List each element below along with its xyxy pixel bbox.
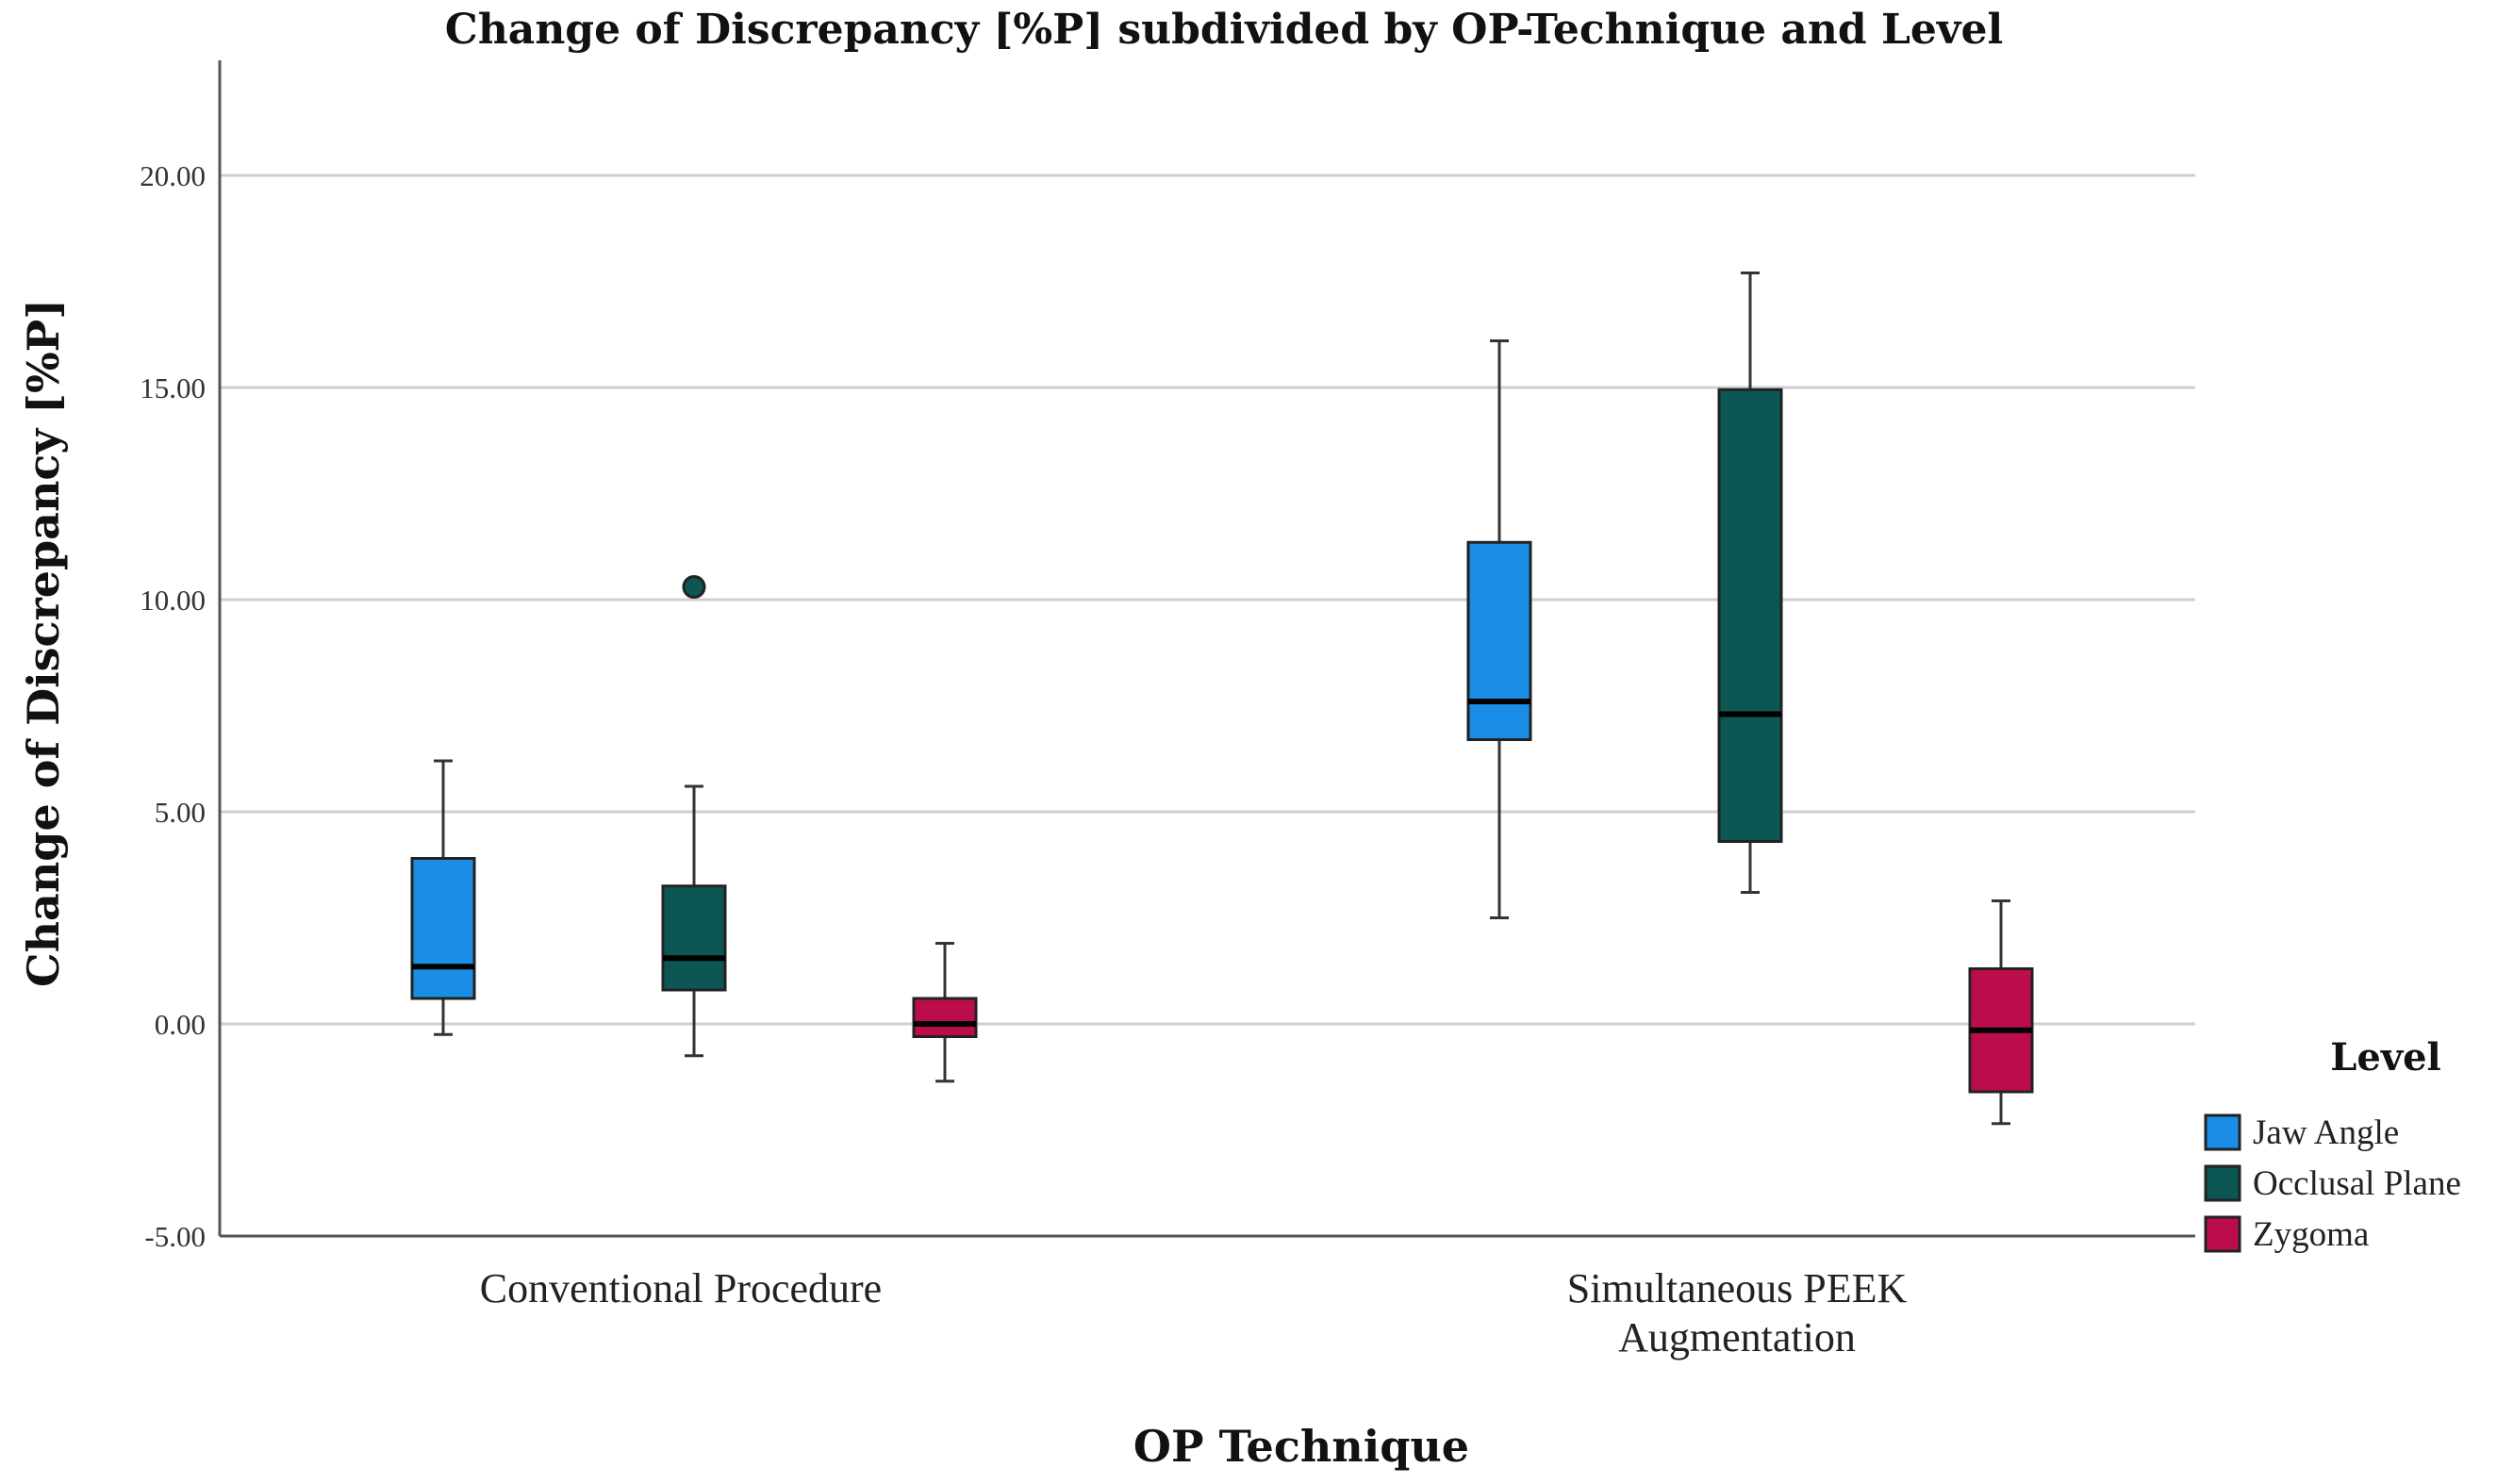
y-tick-label: -5.00: [144, 1220, 206, 1253]
x-category-labels: Conventional Procedure Simultaneous PEEKA…: [480, 1265, 1908, 1360]
box-group: [1717, 272, 1783, 894]
y-tick-label: 15.00: [140, 371, 206, 404]
y-axis-title: Change of Discrepancy [%P]: [18, 299, 69, 987]
legend-label: Occlusal Plane: [2253, 1164, 2461, 1203]
box-iqr: [661, 884, 727, 992]
legend-label: Zygoma: [2253, 1215, 2369, 1254]
box-group: [661, 575, 727, 1058]
x-category-label: Simultaneous PEEK: [1567, 1265, 1908, 1311]
legend-swatch: [2204, 1215, 2241, 1253]
y-tick-label: 5.00: [155, 796, 206, 829]
legend-swatch: [2204, 1113, 2241, 1151]
y-tick-label: 10.00: [140, 584, 206, 617]
x-axis-title: OP Technique: [1133, 1421, 1469, 1472]
legend-label: Jaw Angle: [2253, 1113, 2399, 1152]
x-category-label: Conventional Procedure: [480, 1265, 882, 1311]
box-iqr: [1466, 540, 1532, 741]
y-tick-labels: 20.00 15.00 10.00 5.00 0.00 -5.00: [140, 159, 206, 1253]
legend-swatch: [2204, 1164, 2241, 1202]
legend: Level Jaw Angle Occlusal Plane Zygoma: [2204, 1035, 2461, 1254]
box-group: [1968, 899, 2034, 1126]
axes: [218, 60, 2195, 1238]
outlier-point: [682, 575, 706, 599]
box-group: [1466, 339, 1532, 919]
y-tick-label: 20.00: [140, 159, 206, 192]
gridlines: [220, 173, 2195, 1026]
legend-title: Level: [2330, 1035, 2440, 1080]
boxes: [410, 272, 2034, 1126]
y-tick-label: 0.00: [155, 1008, 206, 1041]
box-iqr: [912, 997, 978, 1038]
box-group: [912, 942, 978, 1083]
x-category-label: Augmentation: [1618, 1314, 1856, 1360]
chart-title: Change of Discrepancy [%P] subdivided by…: [445, 6, 2003, 54]
box-iqr: [1717, 387, 1783, 843]
box-group: [410, 759, 476, 1036]
box-iqr: [410, 857, 476, 1000]
